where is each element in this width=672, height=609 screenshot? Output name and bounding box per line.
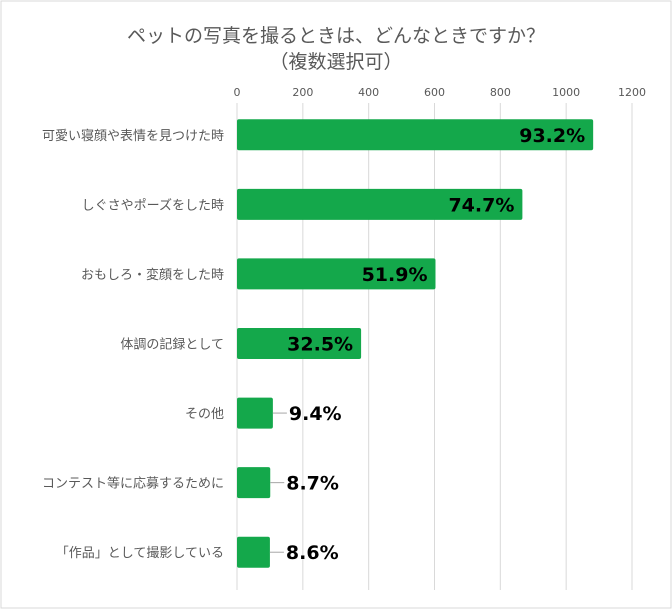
- x-tick-label: 800: [490, 86, 511, 99]
- bar: [237, 258, 436, 290]
- category-label: 「作品」として撮影している: [56, 545, 224, 561]
- x-tick-label: 1200: [618, 86, 646, 99]
- chart-title: ペットの写真を撮るときは、どんなときですか？: [127, 25, 545, 47]
- bar: [237, 397, 273, 429]
- data-label: 8.7%: [286, 473, 339, 495]
- category-label: その他: [185, 407, 224, 422]
- category-label: しぐさやポーズをした時: [82, 197, 224, 213]
- bar: [237, 119, 594, 151]
- x-tick-label: 400: [358, 86, 379, 99]
- data-label: 9.4%: [289, 403, 342, 425]
- data-label: 51.9%: [362, 264, 428, 286]
- x-tick-label: 1000: [552, 86, 580, 99]
- bar: [237, 536, 270, 568]
- category-label: 体調の記録として: [120, 337, 224, 353]
- x-tick-label: 600: [424, 86, 445, 99]
- x-tick-label: 200: [292, 86, 313, 99]
- data-label: 74.7%: [448, 194, 514, 216]
- category-label: コンテスト等に応募するために: [42, 476, 224, 492]
- data-label: 32.5%: [287, 334, 353, 356]
- chart-subtitle: （複数選択可）: [269, 51, 402, 73]
- bar: [237, 188, 523, 220]
- bar: [237, 328, 362, 359]
- category-label: おもしろ・変顔をした時: [81, 267, 224, 283]
- data-label: 93.2%: [519, 125, 585, 147]
- data-label: 8.6%: [286, 542, 339, 564]
- bar: [237, 467, 271, 499]
- category-label: 可愛い寝顔や表情を見つけた時: [42, 128, 224, 144]
- x-tick-label: 0: [234, 86, 241, 99]
